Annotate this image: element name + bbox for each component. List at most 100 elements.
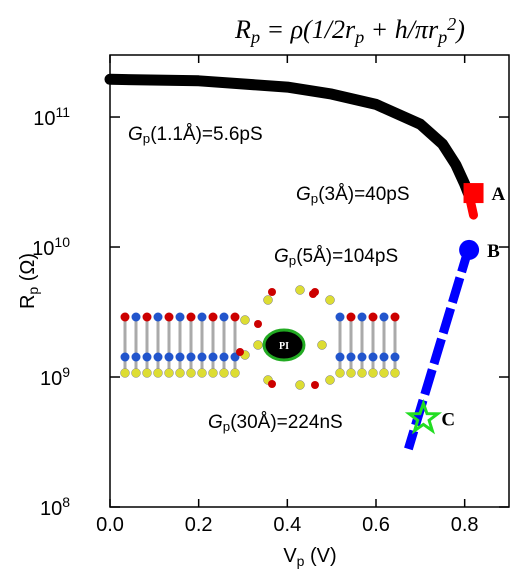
lipid-head [175, 352, 185, 362]
annotation-part: G [296, 184, 311, 205]
annotation-part: G [274, 246, 289, 267]
y-tick-label: 1010 [32, 234, 70, 260]
x-tick-label: 0.2 [185, 514, 213, 536]
lipid-head [379, 368, 389, 378]
ion [268, 380, 276, 388]
lipid-head [390, 312, 400, 322]
lipid-head [120, 368, 130, 378]
ion [240, 315, 250, 325]
ion [325, 375, 335, 385]
y-tick-exponent: 11 [55, 104, 70, 120]
lipid-head [379, 352, 389, 362]
chart-title-part: 2 [447, 14, 456, 34]
ion [253, 340, 263, 350]
annotation-part: (30Å)=224nS [230, 412, 343, 433]
plot-frame [109, 54, 510, 508]
lipid-head [142, 312, 152, 322]
ion [295, 380, 305, 390]
x-tick-label: 0.4 [273, 514, 301, 536]
y-tick-base: 10 [32, 238, 54, 260]
lipid-head [390, 352, 400, 362]
lipid-head [208, 312, 218, 322]
lipid-head [368, 368, 378, 378]
chart-title-part: + h/πr [364, 15, 439, 44]
x-tick-label: 0.0 [96, 514, 124, 536]
annotation-part: (3Å)=40pS [318, 184, 409, 205]
annotation-part: (5Å)=104pS [296, 246, 398, 267]
annotation-part: (1.1Å)=5.6pS [150, 124, 263, 145]
lipid-head [197, 312, 207, 322]
chart-title-part: p [249, 27, 260, 47]
lipid-head [186, 312, 196, 322]
ion [263, 295, 273, 305]
annotation-part: p [289, 253, 296, 268]
chart-title-part: = ρ(1/2r [260, 15, 356, 44]
marker-label: B [487, 241, 500, 262]
lipid-head [357, 368, 367, 378]
data-line [404, 245, 474, 451]
lipid-head [153, 312, 163, 322]
y-axis-label-part: (Ω) [17, 253, 39, 287]
chart-title-part: p [436, 27, 447, 47]
chart-title-part: ) [454, 15, 465, 44]
lipid-head [335, 312, 345, 322]
ion [317, 340, 327, 350]
y-tick-label: 108 [40, 494, 70, 520]
lipid-head [357, 352, 367, 362]
chart-title-part: p [353, 27, 364, 47]
marker [459, 239, 480, 260]
lipid-head [197, 368, 207, 378]
pore-label: PI [279, 341, 289, 352]
annotation-part: p [311, 191, 318, 206]
lipid-head [208, 352, 218, 362]
ion [325, 295, 335, 305]
lipid-head [164, 368, 174, 378]
y-tick-exponent: 10 [54, 234, 70, 250]
y-axis-label: Rp (Ω) [17, 253, 41, 309]
y-tick-base: 10 [33, 108, 55, 130]
lipid-head [131, 368, 141, 378]
annotation: Gp(30Å)=224nS [208, 412, 343, 434]
lipid-head [186, 368, 196, 378]
annotation-part: G [208, 412, 223, 433]
lipid-head [219, 312, 229, 322]
pore [262, 328, 306, 362]
annotation-part: G [128, 124, 143, 145]
lipid-head [346, 368, 356, 378]
ion [268, 288, 276, 296]
lipid-head [164, 312, 174, 322]
x-axis-label-part: V [283, 545, 297, 567]
y-tick-exponent: 8 [62, 494, 70, 510]
lipid-head [175, 312, 185, 322]
x-axis-label-part: p [297, 553, 305, 569]
lipid-head [346, 352, 356, 362]
annotation: Gp(5Å)=104pS [274, 246, 398, 268]
ion [295, 285, 305, 295]
lipid-head [164, 352, 174, 362]
lipid-head [346, 312, 356, 322]
marker [404, 398, 443, 435]
ion [254, 320, 262, 328]
lipid-head [153, 352, 163, 362]
x-axis-label: Vp (V) [283, 545, 336, 569]
y-tick-label: 1011 [33, 104, 70, 130]
lipid-head [186, 352, 196, 362]
lipid-head [368, 352, 378, 362]
y-tick-label: 109 [40, 364, 70, 390]
lipid-head [197, 352, 207, 362]
data-line [104, 73, 475, 201]
ion [311, 381, 319, 389]
membrane-inset: PI [120, 285, 400, 390]
lipid-head [219, 368, 229, 378]
lipid-head [153, 368, 163, 378]
y-tick-base: 10 [40, 498, 62, 520]
ion [236, 348, 244, 356]
annotation: Gp(1.1Å)=5.6pS [128, 124, 263, 146]
y-tick-exponent: 9 [62, 364, 70, 380]
marker-label: C [441, 409, 455, 430]
ion [311, 288, 319, 296]
lipid-head [335, 352, 345, 362]
lipid-head [142, 368, 152, 378]
marker [463, 183, 484, 204]
